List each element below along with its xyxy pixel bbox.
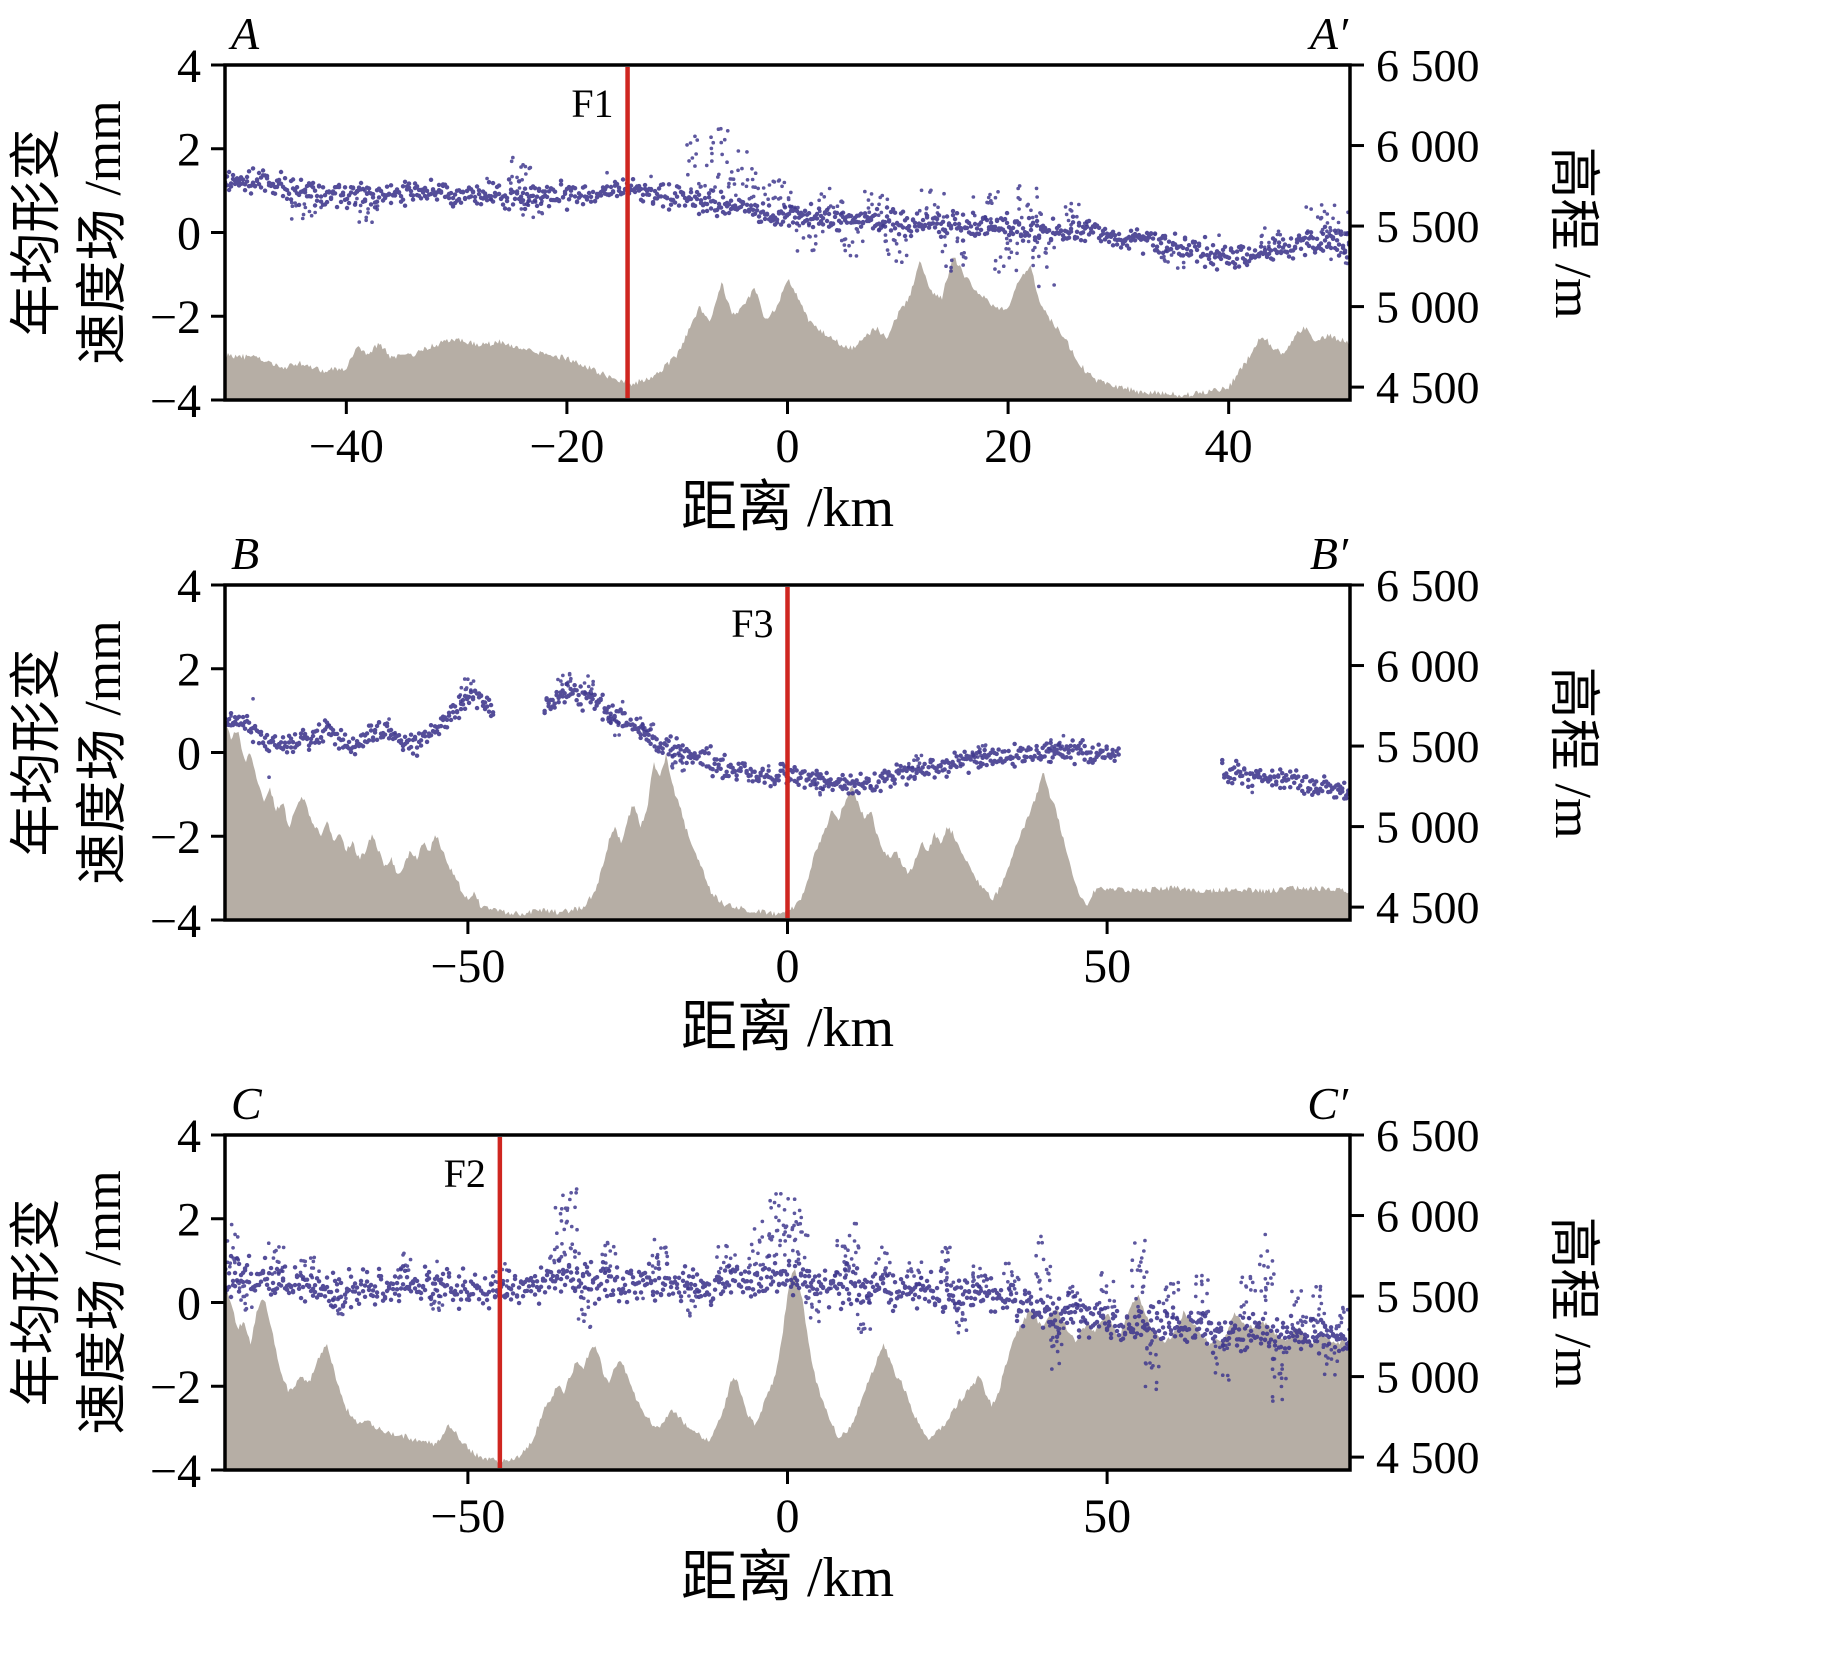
panel-A-left-axis-title-line2: 速度场 /mm [75,100,132,364]
panel-A-deformation-outliers [289,126,1350,289]
panel-C-right-tick-label: 5 500 [1376,1271,1480,1322]
panel-B-left-tick-label: 4 [177,560,201,613]
panel-A-left-tick-label: −2 [150,291,201,344]
panel-B-fault-label: F3 [731,601,773,646]
panel-C-x-tick-label: −50 [430,1490,505,1543]
panel-B-right-tick-label: 6 500 [1376,560,1480,611]
panel-B-deformation-outliers [229,671,1255,797]
panel-A-x-tick-label: 0 [776,420,800,473]
panel-B-right-tick-label: 5 500 [1376,721,1480,772]
panel-C-left-tick-label: −4 [150,1445,201,1498]
panel-A-x-tick-label: −40 [309,420,384,473]
panel-A-profile-start-label: A [228,8,260,59]
panel-A-x-tick-label: −20 [529,420,604,473]
panel-A-deformation-scatter [225,166,1350,272]
panel-B-terrain-profile [225,721,1350,920]
panel-C-left-axis-title-line1: 年均形变 [9,1198,66,1406]
panel-C-right-tick-label: 5 000 [1376,1352,1480,1403]
panel-A-left-axis-title-line1: 年均形变 [9,128,66,336]
panel-C-right-tick-label: 6 500 [1376,1110,1480,1161]
panel-B-x-tick-label: 50 [1083,940,1131,993]
panel-A-profile-end-label: A′ [1307,8,1349,59]
panel-C-left-tick-label: −2 [150,1361,201,1414]
panel-B-profile-end-label: B′ [1310,528,1349,579]
panel-A-right-tick-label: 6 500 [1376,40,1480,91]
panel-C-terrain-profile [225,1269,1350,1470]
panel-A-right-tick-label: 5 500 [1376,201,1480,252]
panel-A-x-tick-label: 20 [984,420,1032,473]
panel-B-profile-start-label: B [231,528,259,579]
panel-B-right-tick-label: 4 500 [1376,882,1480,933]
panel-A-left-tick-label: 0 [177,207,201,260]
panel-B-left-tick-label: −2 [150,811,201,864]
panel-B-left-tick-label: 2 [177,644,201,697]
panel-A-left-tick-label: 4 [177,40,201,93]
panel-C-profile-start-label: C [231,1078,263,1129]
panel-C-x-tick-label: 50 [1083,1490,1131,1543]
panel-C-fault-label: F2 [444,1151,486,1196]
panel-B-x-tick-label: 0 [776,940,800,993]
panel-C-right-tick-label: 4 500 [1376,1432,1480,1483]
panel-C-left-axis-title-line2: 速度场 /mm [75,1170,132,1434]
panel-C-left-tick-label: 0 [177,1277,201,1330]
panel-A-left-tick-label: −4 [150,375,201,428]
panel-B-left-tick-label: 0 [177,727,201,780]
panel-A-terrain-profile [225,257,1350,400]
panel-B-right-axis-title: 高程 /m [1544,667,1601,839]
panel-B-left-axis-title-line1: 年均形变 [9,648,66,856]
panel-A-x-axis-title: 距离 /km [681,477,894,539]
panel-C-x-axis-title: 距离 /km [681,1547,894,1609]
panel-A-left-tick-label: 2 [177,124,201,177]
panel-A-x-tick-label: 40 [1205,420,1253,473]
panel-C-x-tick-label: 0 [776,1490,800,1543]
panel-B-right-tick-label: 6 000 [1376,641,1480,692]
panel-B-left-axis-title-line2: 速度场 /mm [75,620,132,884]
panel-A-right-tick-label: 5 000 [1376,282,1480,333]
panel-B-left-tick-label: −4 [150,895,201,948]
panel-C-left-tick-label: 4 [177,1110,201,1163]
panel-C-right-tick-label: 6 000 [1376,1191,1480,1242]
panel-A-right-axis-title: 高程 /m [1544,147,1601,319]
panel-B: F3 4 2 0 −2 −4 6 500 6 000 5 500 5 000 4 500 −50 0 50… [9,528,1601,1059]
panel-C-deformation-outliers [225,1187,1350,1403]
panel-C-left-tick-label: 2 [177,1194,201,1247]
panel-C-profile-end-label: C′ [1307,1078,1349,1129]
panel-A-right-tick-label: 6 000 [1376,121,1480,172]
panel-B-x-tick-label: −50 [430,940,505,993]
panel-A-right-tick-label: 4 500 [1376,362,1480,413]
panel-C: F2 4 2 0 −2 −4 6 500 6 000 5 500 5 000 4 500 −50 0 50… [9,1078,1601,1609]
panel-B-x-axis-title: 距离 /km [681,997,894,1059]
panel-C-right-axis-title: 高程 /m [1544,1217,1601,1389]
panel-B-right-tick-label: 5 000 [1376,802,1480,853]
panel-A-fault-label: F1 [571,81,613,126]
